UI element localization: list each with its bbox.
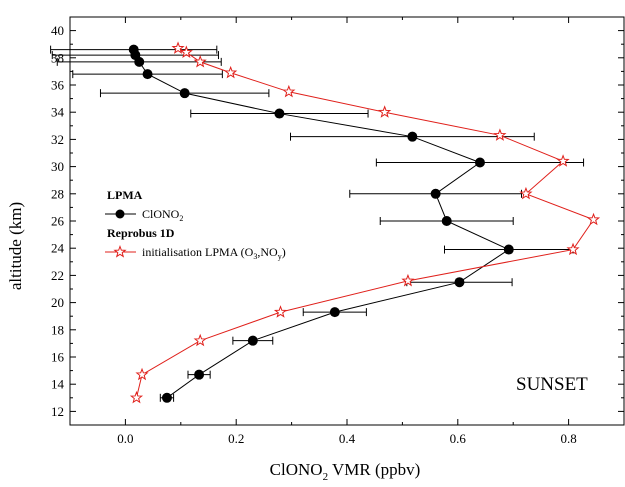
y-tick-label: 34 — [51, 105, 65, 120]
y-axis-title: altitude (km) — [6, 202, 25, 290]
point-lpma — [503, 244, 514, 255]
y-tick-label: 18 — [51, 322, 64, 337]
plot-frame — [69, 16, 625, 426]
point-reprobus — [273, 305, 288, 318]
point-lpma — [274, 108, 285, 119]
x-tick-label: 0.8 — [560, 431, 576, 446]
series-layer — [133, 47, 595, 399]
x-tick-label: 0.4 — [339, 431, 356, 446]
x-tick-label: 0.0 — [117, 431, 133, 446]
point-reprobus — [193, 54, 207, 68]
error-bars — [50, 45, 585, 402]
point-lpma — [194, 369, 205, 380]
point-reprobus — [586, 212, 601, 226]
legend-group-reprobus-title: Reprobus 1D — [107, 226, 175, 240]
point-lpma — [161, 392, 172, 403]
y-tick-label: 30 — [51, 159, 64, 174]
legend-group-lpma-title: LPMA — [107, 188, 143, 202]
x-axis-title: ClONO2 VMR (ppbv) — [270, 460, 421, 483]
point-reprobus — [519, 186, 533, 200]
y-tick-label: 14 — [51, 377, 65, 392]
point-lpma — [474, 157, 485, 168]
series-line-reprobus — [135, 47, 595, 398]
point-reprobus — [224, 65, 238, 79]
x-tick-label: 0.6 — [450, 431, 467, 446]
legend: LPMA ClONO2 Reprobus 1D initialisation L… — [105, 188, 286, 261]
sunset-annotation: SUNSET — [516, 374, 588, 395]
point-reprobus — [193, 333, 207, 347]
point-reprobus — [566, 242, 580, 256]
point-lpma — [329, 307, 340, 318]
y-tick-label: 24 — [51, 241, 65, 256]
y-tick-label: 22 — [51, 268, 64, 283]
point-reprobus — [171, 41, 185, 54]
legend-reprobus-marker — [113, 245, 127, 258]
point-reprobus — [179, 45, 193, 58]
y-tick-label: 32 — [51, 132, 64, 147]
point-reprobus — [135, 367, 149, 381]
point-lpma — [430, 188, 441, 199]
point-reprobus — [129, 390, 144, 404]
y-tick-label: 28 — [51, 186, 64, 201]
point-reprobus — [282, 84, 296, 98]
y-tick-label: 12 — [51, 404, 64, 419]
point-lpma — [128, 44, 139, 55]
point-reprobus — [556, 154, 570, 167]
legend-entry-lpma: ClONO2 — [142, 207, 183, 223]
legend-lpma-marker — [115, 209, 125, 219]
point-lpma — [142, 69, 153, 80]
point-reprobus — [378, 105, 392, 118]
y-tick-label: 36 — [51, 78, 65, 93]
y-tick-label: 26 — [51, 214, 65, 229]
markers — [128, 41, 601, 404]
axes: 0.0 0.2 0.4 0.6 0.8 12 14 16 18 20 22 24 26 28 30 32 34 3… — [51, 16, 625, 446]
y-tick-label: 20 — [51, 295, 64, 310]
point-lpma — [179, 88, 190, 99]
y-tick-label: 40 — [51, 23, 64, 38]
series-line-lpma — [133, 49, 510, 399]
point-lpma — [454, 277, 465, 288]
point-lpma — [407, 131, 418, 142]
point-lpma — [247, 335, 258, 346]
x-tick-label: 0.2 — [228, 431, 244, 446]
point-reprobus — [401, 273, 415, 287]
y-tick-label: 16 — [51, 350, 65, 365]
point-lpma — [441, 216, 452, 226]
legend-star-shape — [113, 245, 127, 258]
point-reprobus — [493, 128, 507, 141]
legend-entry-reprobus: initialisation LPMA (O3,NOy) — [142, 245, 286, 261]
